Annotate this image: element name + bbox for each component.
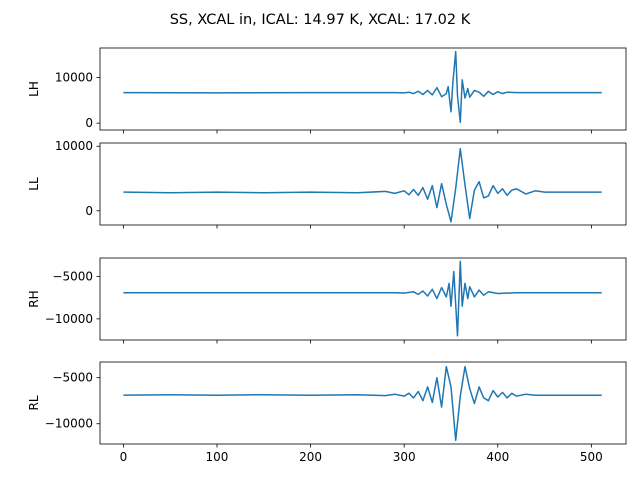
y-axis-label: LH <box>27 81 41 97</box>
y-tick-label: 10000 <box>55 139 93 153</box>
series-line-rh <box>123 260 602 337</box>
x-tick-label: 500 <box>580 450 603 464</box>
axes-frame <box>99 361 627 445</box>
figure-title: SS, XCAL in, ICAL: 14.97 K, XCAL: 17.02 … <box>170 12 471 28</box>
y-tick-label: −5000 <box>52 371 93 385</box>
y-axis-label: RH <box>27 290 41 307</box>
axes-frame <box>99 257 627 341</box>
panel-ll: 0 10000 LL <box>27 139 627 229</box>
x-tick-label: 400 <box>486 450 509 464</box>
panel-rh: −10000 −5000 RH <box>27 257 627 344</box>
y-axis-label: RL <box>27 395 41 410</box>
x-tick-label: 100 <box>206 450 229 464</box>
axes-frame <box>99 47 627 131</box>
x-tick-label: 0 <box>120 450 128 464</box>
y-tick-label: −10000 <box>45 312 93 326</box>
axes-frame <box>99 142 627 226</box>
y-tick-label: 10000 <box>55 71 93 85</box>
y-tick-label: −5000 <box>52 270 93 284</box>
panel-lh: 0 10000 LH <box>27 47 627 134</box>
panel-rl: −10000 −5000 0 100 200 300 400 500 RL <box>27 361 627 464</box>
y-tick-label: −10000 <box>45 417 93 431</box>
x-tick-label: 200 <box>299 450 322 464</box>
x-tick-label: 300 <box>393 450 416 464</box>
y-tick-label: 0 <box>85 204 93 218</box>
series-line-ll <box>123 148 602 223</box>
y-axis-label: LL <box>27 177 41 191</box>
series-line-rl <box>123 365 602 442</box>
series-line-lh <box>123 50 602 124</box>
y-tick-label: 0 <box>85 116 93 130</box>
